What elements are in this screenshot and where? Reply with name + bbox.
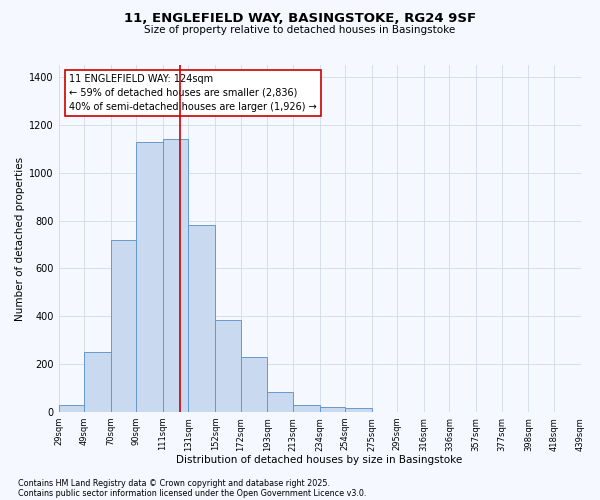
Bar [241, 357, 268, 412]
Bar [84, 352, 111, 412]
Text: Contains public sector information licensed under the Open Government Licence v3: Contains public sector information licen… [18, 488, 367, 498]
Text: Contains HM Land Registry data © Crown copyright and database right 2025.: Contains HM Land Registry data © Crown c… [18, 478, 330, 488]
Bar [111, 240, 136, 412]
X-axis label: Distribution of detached houses by size in Basingstoke: Distribution of detached houses by size … [176, 455, 463, 465]
Bar [136, 142, 163, 412]
Bar [163, 139, 188, 412]
Bar [293, 405, 320, 412]
Bar [345, 408, 372, 412]
Y-axis label: Number of detached properties: Number of detached properties [15, 156, 25, 320]
Bar [188, 226, 215, 412]
Bar [320, 407, 345, 412]
Bar [268, 392, 293, 412]
Text: 11, ENGLEFIELD WAY, BASINGSTOKE, RG24 9SF: 11, ENGLEFIELD WAY, BASINGSTOKE, RG24 9S… [124, 12, 476, 26]
Bar [215, 320, 241, 412]
Text: Size of property relative to detached houses in Basingstoke: Size of property relative to detached ho… [145, 25, 455, 35]
Text: 11 ENGLEFIELD WAY: 124sqm
← 59% of detached houses are smaller (2,836)
40% of se: 11 ENGLEFIELD WAY: 124sqm ← 59% of detac… [69, 74, 317, 112]
Bar [59, 405, 84, 412]
